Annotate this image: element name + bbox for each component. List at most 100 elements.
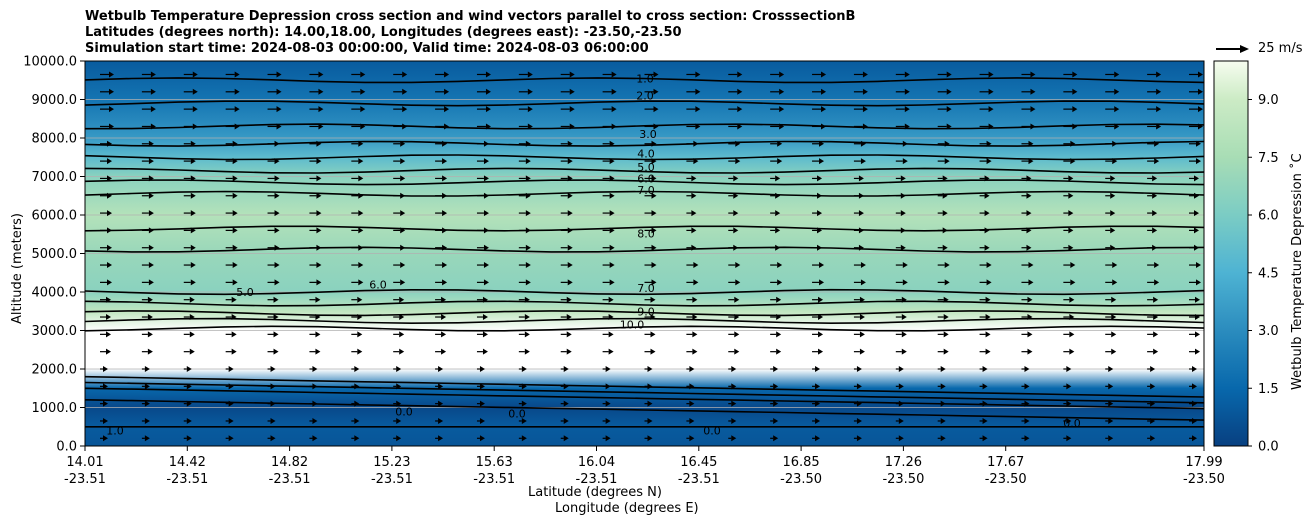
wind-vector [1189,296,1200,303]
wind-vector [476,88,491,95]
wind-vector [100,210,112,217]
wind-vector [351,314,363,321]
wind-vector [183,279,196,286]
wind-vector [1147,400,1156,407]
wind-vector [435,244,448,251]
wind-vector [100,331,111,338]
wind-vector [1021,71,1036,78]
wind-vector [770,296,782,303]
contour-line [84,325,1205,332]
x-tick-label-lat: 14.42 [169,455,206,470]
contour-line [84,317,1205,325]
wind-vector [895,262,908,269]
wind-vector [1105,227,1116,234]
wind-vector [267,296,279,303]
wind-vector [476,106,491,113]
wind-vector [686,417,695,424]
wind-vector [979,366,988,372]
wind-vector [895,314,907,321]
wind-vector [644,227,657,234]
y-tick-label: 0.0 [56,440,77,455]
wind-vector [602,417,611,424]
wind-vector [476,262,489,269]
wind-vector [225,227,238,234]
wind-vector [728,123,743,130]
wind-vector [560,279,573,286]
wind-vector [1063,192,1074,199]
wind-vector [435,331,447,338]
wind-vector [853,227,864,234]
wind-vector [644,383,653,390]
wind-vector [435,435,444,442]
wind-vector [476,158,489,165]
wind-vector [100,227,112,234]
wind-vector [602,210,615,217]
y-tick-label: 8000.0 [32,132,78,147]
wind-vector [309,348,321,355]
wind-vector [686,348,698,355]
wind-vector [183,262,196,269]
wind-vector [728,175,739,182]
x-tick-label-lat: 14.01 [66,455,103,470]
x-tick-label-lon: -23.51 [269,472,311,487]
wind-vector [225,417,234,424]
wind-vector [560,106,575,113]
wind-vector [183,383,192,390]
wind-vector [518,314,530,321]
wind-vector [225,279,238,286]
wind-vector [1063,366,1072,372]
wind-vector [141,331,153,338]
wind-vector [435,227,448,234]
wind-vector [1021,227,1032,234]
wind-vector [1021,383,1030,390]
x-tick-label-lat: 16.85 [782,455,819,470]
colorbar-tick-label: 4.5 [1258,266,1279,281]
wind-vector [1063,140,1076,147]
wind-vector [393,296,405,303]
wind-vector [895,210,906,217]
wind-vector [309,244,322,251]
wind-vector [1105,123,1120,130]
wind-vector [183,296,195,303]
wind-vector [937,383,946,390]
wind-vector [728,88,743,95]
wind-vector [141,71,156,78]
wind-vector [770,366,779,372]
wind-vector [141,400,150,407]
colorbar-label: Wetbulb Temperature Depression ˚C [1290,153,1305,390]
wind-vector [895,417,904,424]
wind-vector [770,244,781,251]
wind-vector [1021,158,1034,165]
wind-vector [560,71,575,78]
wind-vector [351,279,364,286]
wind-vector [141,279,154,286]
wind-vector [853,244,864,251]
contour-line [84,167,1205,174]
x-tick-label-lon: -23.51 [473,472,515,487]
wind-vector [1147,383,1156,390]
wind-vector [476,140,489,147]
title-line-3: Simulation start time: 2024-08-03 00:00:… [85,41,649,56]
wind-vector [1147,435,1156,442]
wind-vector [560,262,573,269]
x-tick-label-lat: 16.45 [680,455,717,470]
wind-vector [602,71,617,78]
wind-vector [435,417,444,424]
wind-vector [686,296,698,303]
wind-vector [1105,400,1114,407]
wind-vector [435,88,450,95]
wind-vector [309,175,322,182]
wind-vector [351,331,363,338]
colorbar [1213,60,1249,447]
wind-vector [1189,244,1199,251]
wind-vector [141,210,154,217]
wind-vector [393,88,408,95]
wind-vector [1105,244,1116,251]
wind-vector [351,192,364,199]
contour-label: 5.0 [236,286,254,299]
wind-vector [853,348,865,355]
wind-vector [1147,158,1160,165]
wind-vector [644,435,653,442]
wind-vector [351,106,366,113]
wind-vector [728,366,737,372]
